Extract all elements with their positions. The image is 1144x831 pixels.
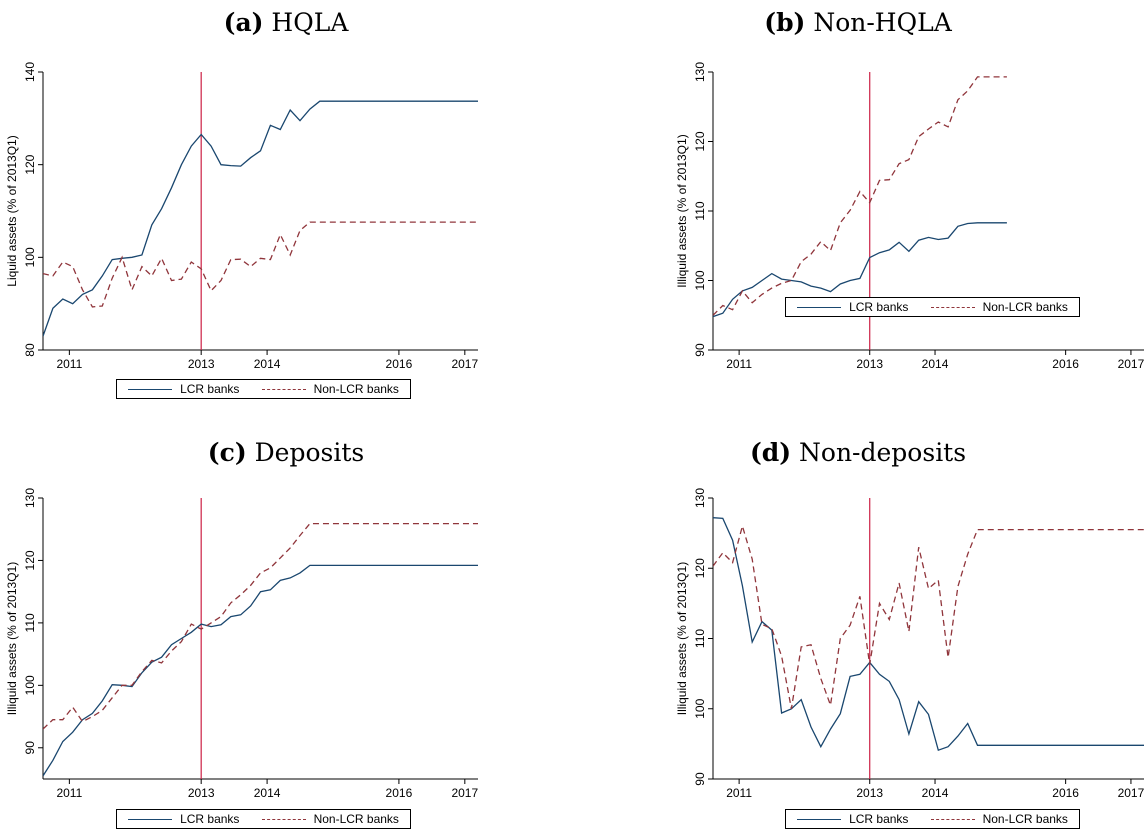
plot-area: 90 100 110 120 130 2011 2013 2014 2016 2017 Illiqu…: [5, 488, 478, 800]
y-tick-label: 110: [23, 613, 37, 632]
panel-title: (d) Non-deposits: [749, 438, 967, 467]
y-tick-label: 100: [23, 675, 37, 695]
legend-item-lcr: LCR banks: [797, 300, 908, 314]
x-tick-label: 2016: [1052, 786, 1079, 800]
legend-item-non-lcr: Non-LCR banks: [261, 382, 399, 396]
x-tick-label: 2011: [56, 357, 82, 371]
legend-item-lcr: LCR banks: [128, 382, 239, 396]
legend-item-non-lcr: Non-LCR banks: [930, 812, 1068, 826]
x-tick-label: 2013: [856, 357, 883, 371]
legend: LCR banks Non-LCR banks: [116, 809, 411, 829]
series-line-lcr: [713, 222, 1007, 318]
legend-swatch-lcr: [797, 818, 842, 820]
y-tick-label: 90: [693, 772, 707, 786]
plot-area: 90 100 110 120 130 2011 2013 2014 2016 2017 Illiqu…: [675, 488, 1144, 800]
y-tick-label: 120: [693, 131, 707, 151]
x-tick-label: 2011: [726, 786, 752, 800]
y-tick-label: 110: [693, 629, 707, 648]
legend-swatch-lcr: [128, 818, 173, 820]
legend-label-lcr: LCR banks: [849, 812, 909, 826]
y-tick-label: 100: [23, 247, 37, 267]
y-tick-label: 140: [23, 62, 37, 82]
y-tick-label: 130: [693, 488, 707, 508]
legend-swatch-non-lcr: [930, 306, 975, 308]
panel-title: (c) Deposits: [207, 438, 365, 467]
series-line-non-lcr: [713, 523, 1144, 709]
series-line-non-lcr: [43, 522, 478, 730]
series-line-lcr: [43, 100, 478, 337]
y-tick-label: 80: [23, 343, 37, 357]
panel-title: (b) Non-HQLA: [764, 8, 952, 37]
y-tick-label: 130: [23, 488, 37, 508]
x-tick-label: 2014: [254, 786, 281, 800]
x-tick-label: 2017: [451, 786, 478, 800]
panel-title: (a) HQLA: [223, 8, 349, 37]
legend: LCR banks Non-LCR banks: [785, 809, 1080, 829]
y-tick-label: 100: [693, 270, 707, 290]
x-tick-label: 2016: [386, 357, 413, 371]
legend-label-non-lcr: Non-LCR banks: [313, 812, 399, 826]
x-tick-label: 2011: [726, 357, 752, 371]
y-tick-label: 90: [23, 741, 37, 755]
y-axis-label: Liquid assets (% of 2013Q1): [5, 135, 19, 286]
y-tick-label: 100: [693, 698, 707, 718]
panel-hqla: (a) HQLA 80 100 120 140 2011 2013 2014 2016 2017…: [0, 0, 572, 415]
series-line-non-lcr: [713, 76, 1007, 316]
y-tick-label: 130: [693, 62, 707, 82]
series-line-non-lcr: [43, 221, 478, 308]
x-tick-label: 2011: [56, 786, 82, 800]
panel-deposits: (c) Deposits 90 100 110 120 130 2011 2013 2014 2…: [0, 416, 572, 831]
legend: LCR banks Non-LCR banks: [785, 297, 1080, 317]
legend-label-lcr: LCR banks: [180, 382, 240, 396]
y-tick-label: 110: [693, 201, 707, 220]
legend-label-non-lcr: Non-LCR banks: [982, 300, 1068, 314]
x-tick-label: 2017: [451, 357, 478, 371]
panel-non-deposits: (d) Non-deposits 90 100 110 120 130 2011 2013 2…: [572, 416, 1144, 831]
series-line-lcr: [43, 564, 478, 777]
y-tick-label: 120: [23, 154, 37, 174]
x-tick-label: 2013: [188, 786, 215, 800]
x-tick-label: 2013: [856, 786, 883, 800]
x-tick-label: 2017: [1118, 786, 1144, 800]
x-tick-label: 2014: [254, 357, 281, 371]
legend-label-non-lcr: Non-LCR banks: [313, 382, 399, 396]
x-tick-label: 2013: [188, 357, 215, 371]
x-tick-label: 2016: [1052, 357, 1079, 371]
x-tick-label: 2014: [922, 357, 949, 371]
legend: LCR banks Non-LCR banks: [116, 379, 411, 399]
y-tick-label: 120: [693, 558, 707, 578]
legend-item-non-lcr: Non-LCR banks: [261, 812, 399, 826]
legend-swatch-lcr: [128, 388, 173, 390]
legend-item-lcr: LCR banks: [128, 812, 239, 826]
y-tick-label: 120: [23, 550, 37, 570]
y-axis-label: Illiquid assets (% of 2013Q1): [5, 562, 19, 715]
legend-swatch-non-lcr: [261, 818, 306, 820]
legend-item-non-lcr: Non-LCR banks: [930, 300, 1068, 314]
plot-area: 80 100 120 140 2011 2013 2014 2016 2017 Liquid as…: [5, 62, 478, 371]
x-tick-label: 2017: [1118, 357, 1144, 371]
y-axis-label: Illiquid assets (% of 2013Q1): [675, 134, 689, 287]
y-tick-label: 90: [693, 343, 707, 357]
legend-swatch-non-lcr: [261, 388, 306, 390]
legend-item-lcr: LCR banks: [797, 812, 908, 826]
plot-area: 90 100 110 120 130 2011 2013 2014 2016 2017 Illiqu…: [675, 62, 1144, 371]
legend-label-non-lcr: Non-LCR banks: [982, 812, 1068, 826]
legend-label-lcr: LCR banks: [849, 300, 909, 314]
x-tick-label: 2014: [922, 786, 949, 800]
series-line-lcr: [713, 517, 1144, 752]
y-axis-label: Illiquid assets (% of 2013Q1): [675, 562, 689, 715]
panel-non-hqla: (b) Non-HQLA 90 100 110 120 130 2011 2013 2014 2…: [572, 0, 1144, 415]
legend-swatch-lcr: [797, 306, 842, 308]
x-tick-label: 2016: [386, 786, 413, 800]
legend-label-lcr: LCR banks: [180, 812, 240, 826]
legend-swatch-non-lcr: [930, 818, 975, 820]
